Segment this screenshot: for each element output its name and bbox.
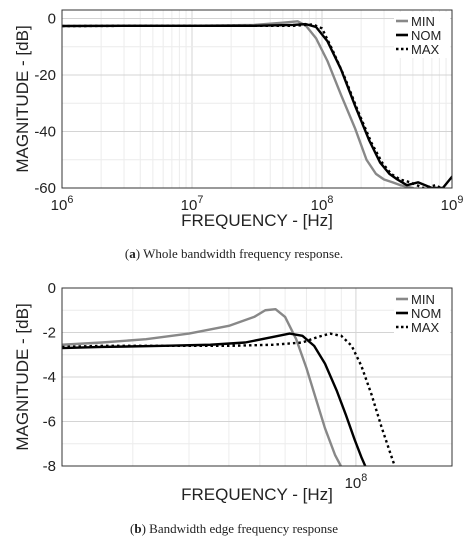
figure-caption: (b) Bandwidth edge frequency response	[130, 521, 338, 536]
legend-label-min: MIN	[411, 292, 435, 307]
y-tick-label: -6	[43, 414, 56, 431]
series-line-max	[62, 23, 444, 188]
y-tick-label: 0	[48, 280, 56, 297]
y-tick-label: -8	[43, 458, 56, 475]
axes-frame	[61, 287, 453, 467]
plot-area	[62, 10, 452, 188]
x-tick-label: 106	[51, 194, 74, 214]
y-tick-label: -40	[34, 123, 56, 140]
figure-caption: (a) Whole bandwidth frequency response.	[125, 246, 343, 261]
series-line-min	[62, 307, 343, 466]
legend-label-max: MAX	[411, 42, 440, 57]
x-tick-label: 107	[181, 194, 204, 214]
legend-label-min: MIN	[411, 14, 435, 29]
legend-label-max: MAX	[411, 320, 440, 335]
y-tick-label: -2	[43, 325, 56, 342]
x-axis-label: FREQUENCY - [Hz]	[181, 211, 333, 230]
legend-label-nom: NOM	[411, 306, 441, 321]
y-axis-label: MAGNITUDE - [dB]	[13, 303, 32, 450]
x-axis-label: FREQUENCY - [Hz]	[181, 485, 333, 504]
y-tick-label: 0	[48, 10, 56, 27]
chart-2: 0 -2 -4 -6 -8 108 FREQUENCY - [Hz] MAGNITUDE - …	[13, 280, 453, 536]
y-tick-label: -60	[34, 180, 56, 197]
y-axis-label: MAGNITUDE - [dB]	[13, 25, 32, 172]
series-line-nom	[62, 22, 452, 188]
series-line-max	[62, 332, 396, 466]
y-tick-label: -20	[34, 67, 56, 84]
x-tick-label: 108	[345, 472, 368, 492]
x-tick-label: 109	[441, 194, 464, 214]
legend-label-nom: NOM	[411, 28, 441, 43]
axes-frame	[61, 9, 453, 189]
series-group	[62, 307, 396, 466]
series-group	[62, 20, 452, 188]
y-tick-label: -4	[43, 369, 56, 386]
x-tick-label: 108	[311, 194, 334, 214]
